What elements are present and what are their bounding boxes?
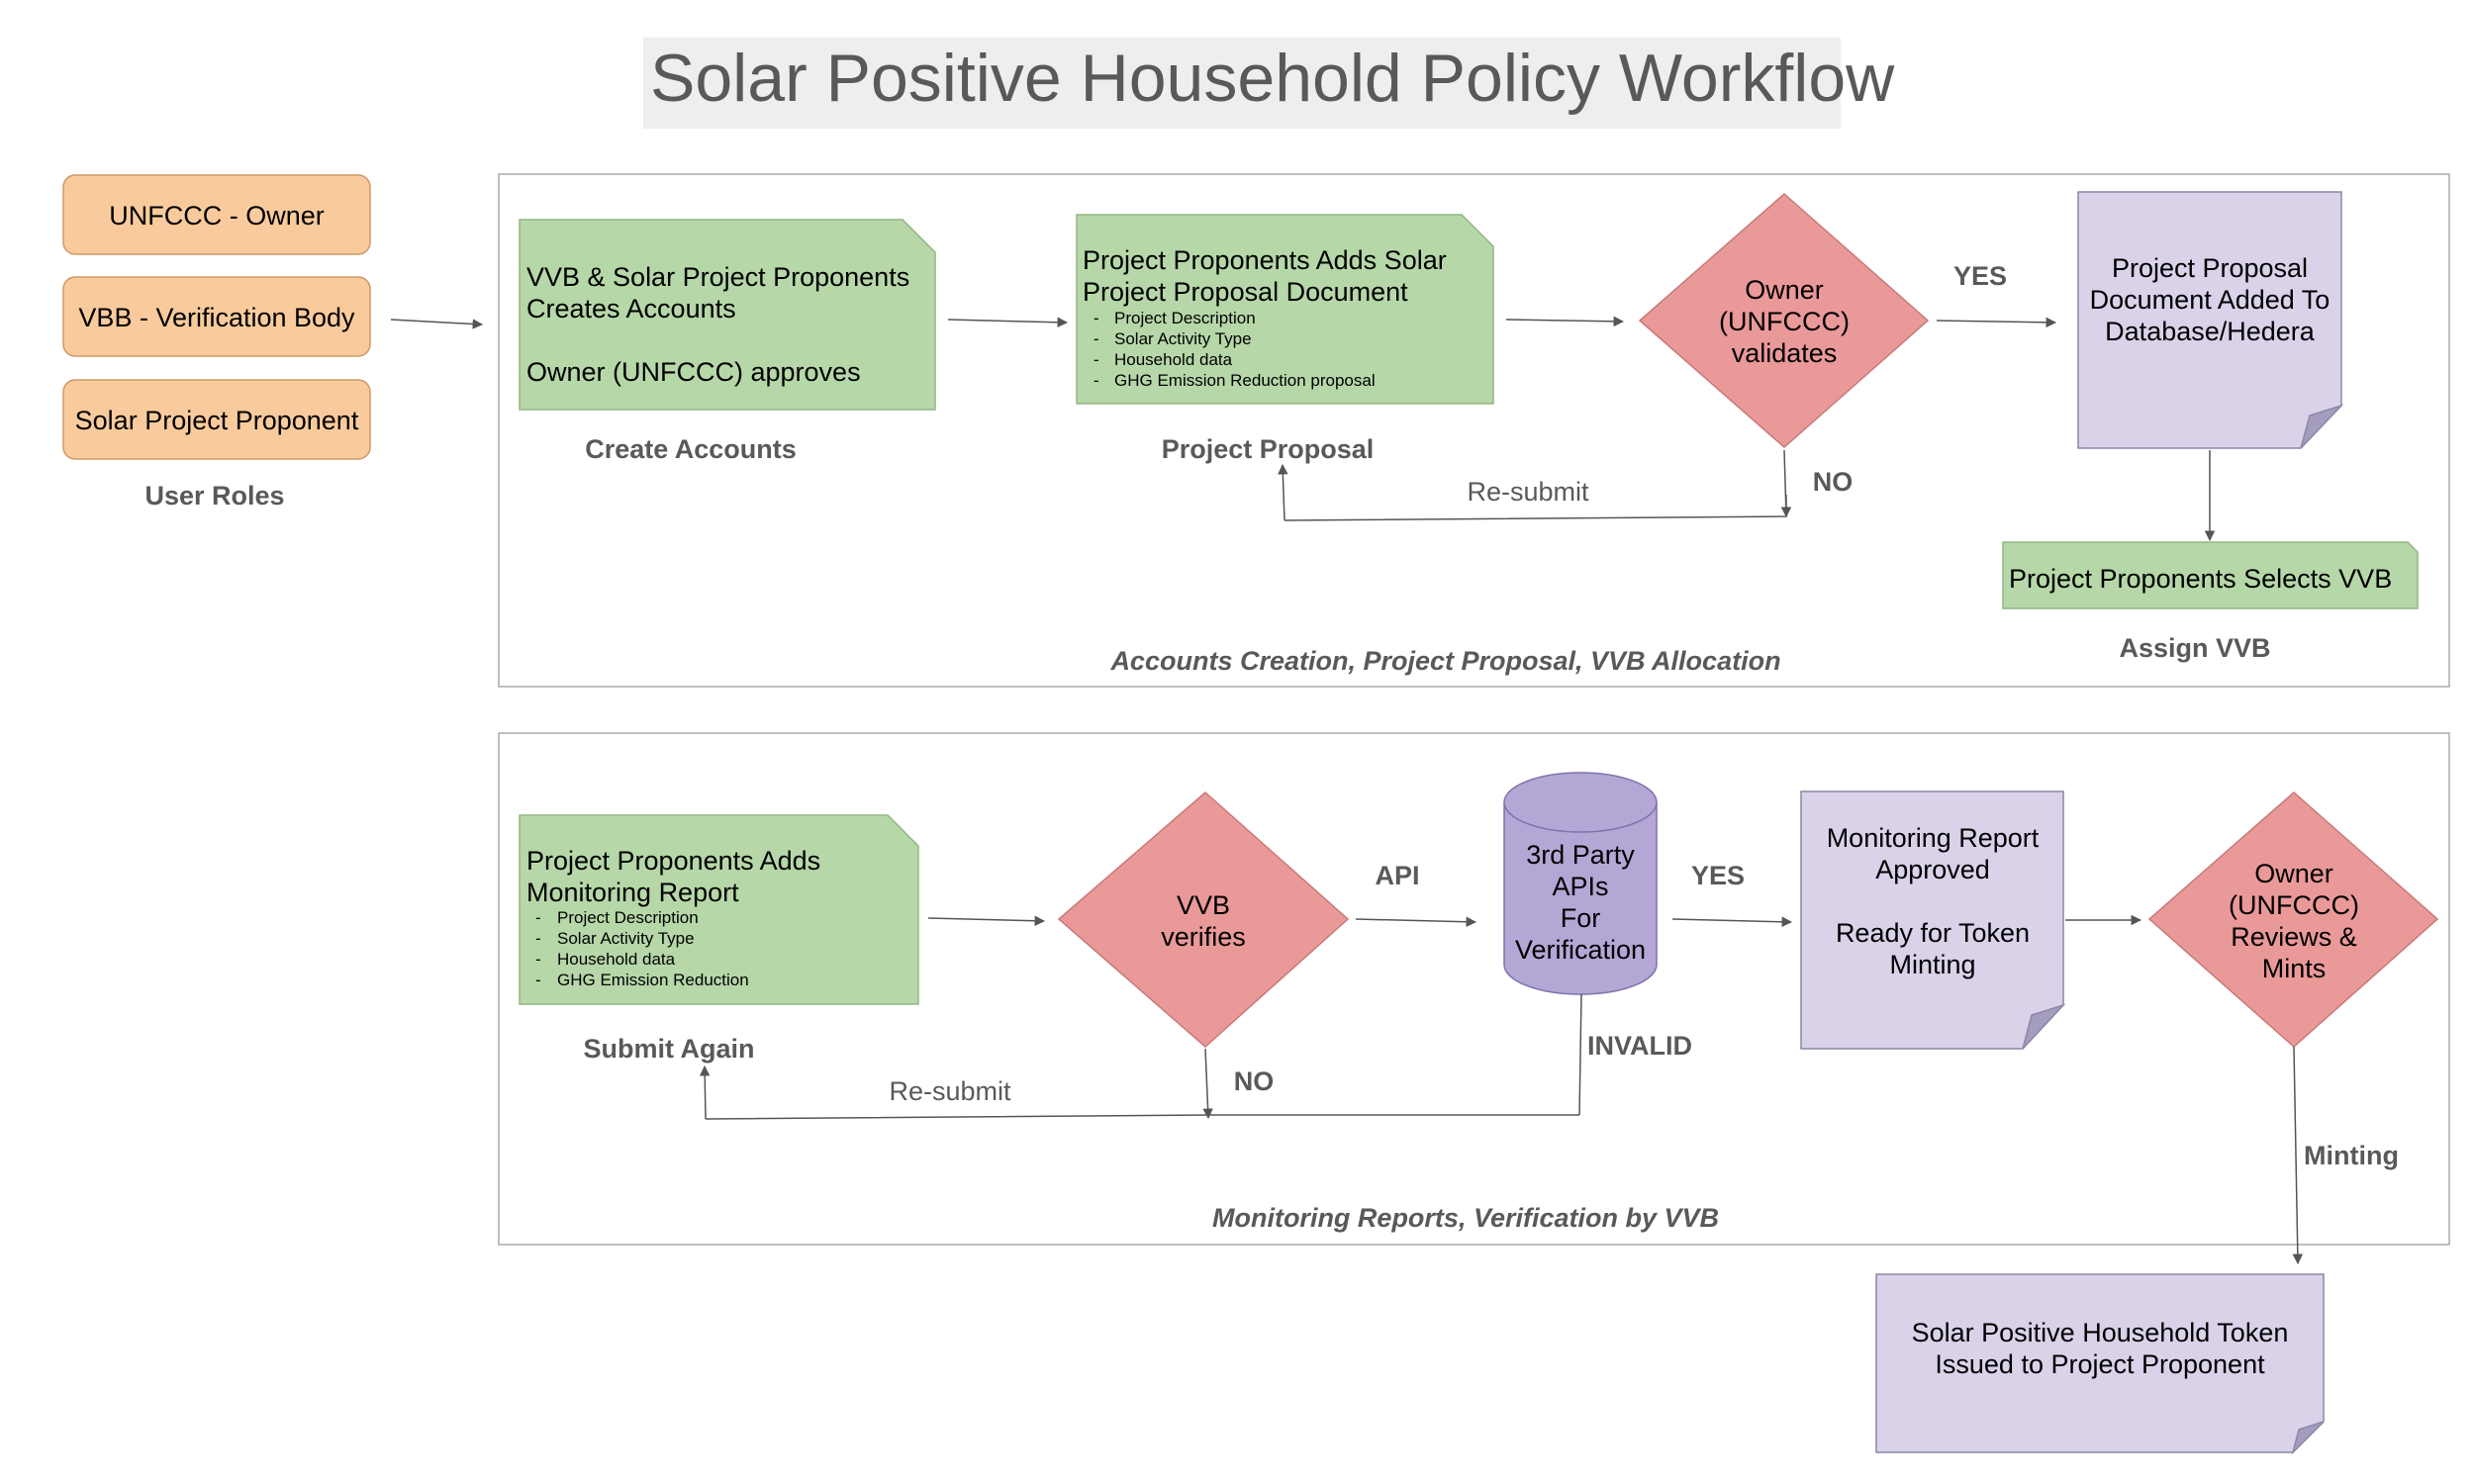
added-to-database-line: Database/Hedera [2105,317,2316,346]
roles-arrow [390,319,484,329]
doc-fold [2300,404,2344,449]
create-accounts-line: VVB & Solar Project Proponents [526,262,909,292]
third-party-line: For [1561,903,1601,933]
arrow-api-yes [1671,916,1793,928]
project-proposal-line: Project Proposal Document [1083,277,1408,307]
minting-label: Minting [2304,1141,2399,1170]
yes-label: YES [1691,861,1745,890]
report-approved-line: Approved [1875,855,1990,884]
monitoring-report-line: Project Proponents Adds [526,846,820,876]
no-arrow [1202,1048,1213,1120]
role-unfccc-owner [62,174,371,255]
monitoring-report-bullet: Household data [557,950,676,969]
resubmit-label: Re-submit [889,1076,1011,1106]
report-approved-line: Ready for Token [1836,918,2030,948]
doc-fold [2291,1421,2325,1455]
project-proposal-line: Project Proponents Adds Solar [1083,245,1447,275]
role-label: UNFCCC - Owner [109,201,325,231]
bullet-dash: - [1094,350,1099,369]
project-proposal-bullet: Household data [1114,350,1233,369]
token-line: Solar Positive Household Token [1912,1318,2289,1347]
owner-validates-line: (UNFCCC) [1719,307,1850,336]
third-party-line: 3rd Party [1526,840,1635,870]
role-verification-body [62,276,371,357]
create-accounts-line: Owner (UNFCCC) approves [526,357,861,387]
owner-mints-line: Mints [2262,954,2327,983]
submit-again-caption: Submit Again [584,1034,755,1064]
monitoring-report-bullet: Project Description [557,908,699,927]
create-accounts-caption: Create Accounts [585,434,797,464]
bullet-dash: - [535,950,541,969]
title-background [643,38,1841,129]
doc-fold [2022,1003,2066,1050]
owner-validates-diamond [1638,193,1930,448]
no-label: NO [1234,1067,1275,1096]
resubmit-arrow [1278,463,1288,521]
project-proposal-bullet: Solar Activity Type [1114,329,1252,348]
role-label: VBB - Verification Body [78,303,355,332]
added-to-database-line: Project Proposal [2112,253,2308,283]
monitoring-report-line: Monitoring Report [526,878,739,907]
arrow-validate-yes [1936,317,2057,328]
monitoring-report-bullet: Solar Activity Type [557,929,695,948]
project-proposal-caption: Project Proposal [1162,434,1375,464]
project-proposal-bullet: Project Description [1114,309,1256,327]
monitoring-report-box [519,814,919,1005]
bullet-dash: - [1094,371,1099,390]
arrow-report-to-vvb [927,915,1046,927]
assign-vvb-caption: Assign VVB [2119,633,2270,663]
owner-mints-line: (UNFCCC) [2229,890,2359,920]
section-2-frame [498,732,2450,1246]
added-to-database-line: Document Added To [2090,285,2331,315]
resubmit-arrow [699,1065,711,1120]
bullet-dash: - [535,908,541,927]
report-approved-line: Minting [1889,950,1975,979]
third-party-line: APIs [1552,872,1608,901]
bullet-dash: - [1094,329,1099,348]
create-accounts-line: Creates Accounts [526,294,736,324]
minting-arrow [2292,1046,2304,1265]
token-line: Issued to Project Proponent [1935,1349,2265,1379]
section-1-caption: Accounts Creation, Project Proposal, VVB… [1109,646,1780,676]
monitoring-report-bullet: GHG Emission Reduction [557,971,749,989]
vvb-verifies-diamond [1057,791,1350,1049]
api-label: API [1375,861,1419,890]
owner-mints-line: Owner [2254,859,2333,888]
roles-caption: User Roles [144,481,284,510]
third-party-db-body [1503,802,1658,995]
yes-label: YES [1953,261,2007,291]
invalid-label: INVALID [1587,1031,1692,1061]
resubmit-label: Re-submit [1467,477,1589,507]
vvb-verifies-line: VVB [1177,890,1230,920]
arrow-vvb-to-api [1355,916,1477,928]
selects-vvb-box [2002,541,2419,609]
role-label: Solar Project Proponent [75,406,359,435]
arrow-proposal-to-validate [1505,316,1625,327]
section-2-caption: Monitoring Reports, Verification by VVB [1212,1203,1719,1233]
third-party-line: Verification [1515,935,1646,965]
owner-validates-line: validates [1732,338,1838,368]
resubmit-line [705,1114,1579,1120]
bullet-dash: - [1094,309,1099,327]
vvb-verifies-line: verifies [1161,922,1246,952]
project-proposal-bullet: GHG Emission Reduction proposal [1114,371,1376,390]
bullet-dash: - [535,929,541,948]
bullet-dash: - [535,971,541,989]
owner-validates-line: Owner [1745,275,1824,305]
third-party-db-top [1503,772,1658,833]
selects-vvb-text: Project Proponents Selects VVB [2009,564,2392,594]
section-1-frame [498,173,2450,688]
project-proposal-box [1076,214,1494,405]
create-accounts-box [519,219,936,411]
owner-mints-line: Reviews & [2231,922,2357,952]
report-approved-line: Monitoring Report [1827,823,2040,853]
role-solar-project-proponent [62,379,371,460]
no-label: NO [1813,467,1854,497]
page-title: Solar Positive Household Policy Workflow [650,41,1895,116]
invalid-line [1578,993,1582,1116]
arrow-create-to-proposal [947,317,1069,328]
